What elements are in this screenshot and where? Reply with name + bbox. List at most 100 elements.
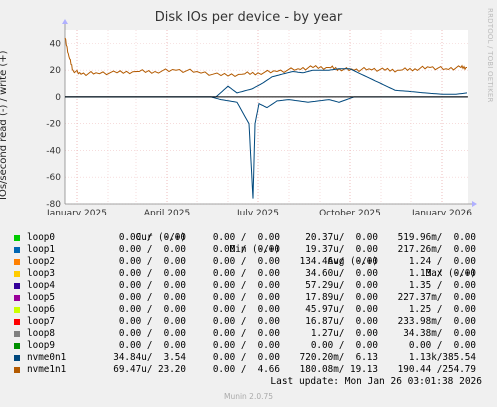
y-tick-label: -80: [46, 200, 61, 210]
legend-swatch: [14, 259, 20, 265]
legend-max: 519.96m/ 0.00: [397, 232, 476, 243]
x-axis-arrow: [472, 201, 477, 207]
legend-row-loop9: loop9 0.00 / 0.00 0.00 / 0.00 0.00 / 0.00 0.…: [0, 340, 497, 352]
y-tick-label: 0: [55, 93, 61, 103]
series-line-nvme0n1-read: [65, 96, 467, 199]
plot-area: [65, 30, 468, 204]
legend-swatch: [14, 343, 20, 349]
legend-min: 0.00 / 0.00: [212, 232, 280, 243]
legend-row-loop3: loop3 0.00 / 0.00 0.00 / 0.00 34.60u/ 0.00 1…: [0, 268, 497, 280]
legend-rows: loop0 0.00 / 0.00 0.00 / 0.00 20.37u/ 0.00 5…: [0, 232, 497, 376]
legend-name: loop5: [27, 292, 55, 303]
legend-name: nvme1n1: [27, 364, 67, 375]
last-update: Last update: Mon Jan 26 03:01:38 2026: [270, 376, 482, 387]
legend-cur: 0.00 / 0.00: [118, 268, 186, 279]
y-tick-label: -40: [46, 146, 61, 156]
legend-name: loop3: [27, 268, 55, 279]
legend-max: 233.98m/ 0.00: [397, 316, 476, 327]
legend-cur: 0.00 / 0.00: [118, 328, 186, 339]
legend-header-cur: Cur (-/+): [135, 232, 186, 243]
legend-name: loop1: [27, 244, 55, 255]
series-line-nvme0n1: [65, 68, 468, 98]
legend-cur: 34.84u/ 3.54: [113, 352, 186, 363]
legend-swatch: [14, 367, 20, 373]
legend-avg: 20.37u/ 0.00: [305, 232, 378, 243]
legend-name: nvme0n1: [27, 352, 67, 363]
legend-row-nvme0n1: nvme0n1 34.84u/ 3.54 0.00 / 0.00 720.20m/ 6…: [0, 352, 497, 364]
rrdtool-brand: RRDTOOL / TOBI OETIKER: [486, 8, 494, 103]
x-tick-label: July 2025: [236, 209, 279, 215]
series-line-nvme1n1: [64, 37, 467, 77]
legend-cur: 0.00 / 0.00: [118, 292, 186, 303]
legend-cur: 0.00 / 0.00: [118, 244, 186, 255]
legend-avg: 16.87u/ 0.00: [305, 316, 378, 327]
legend-header-avg: Avg (-/+): [327, 256, 378, 267]
legend-row-loop2: loop2 0.00 / 0.00 0.00 / 0.00 134.46u/ 0.00…: [0, 256, 497, 268]
legend-max: 1.24 / 0.00: [408, 256, 476, 267]
legend-max: 34.38m/ 0.00: [403, 328, 476, 339]
legend-name: loop4: [27, 280, 55, 291]
y-tick-label: 20: [50, 66, 62, 76]
legend-min: 0.00 / 0.00: [212, 268, 280, 279]
legend-row-loop4: loop4 0.00 / 0.00 0.00 / 0.00 57.29u/ 0.00 1…: [0, 280, 497, 292]
legend-cur: 0.00 / 0.00: [118, 232, 186, 243]
legend-avg: 57.29u/ 0.00: [305, 280, 378, 291]
legend-min: 0.00 / 0.00: [212, 316, 280, 327]
legend-row-nvme1n1: nvme1n1 69.47u/ 23.20 0.00 / 4.66 180.08m/ …: [0, 364, 497, 376]
legend-min: 0.00 / 0.00: [212, 256, 280, 267]
legend-min: 0.00 / 0.00: [212, 280, 280, 291]
legend-min: 0.00 / 4.66: [212, 364, 280, 375]
legend-min: 0.00 / 0.00: [212, 292, 280, 303]
legend-cur: 0.00 / 0.00: [118, 316, 186, 327]
legend-name: loop8: [27, 328, 55, 339]
legend-max: 1.35 / 0.00: [408, 280, 476, 291]
legend-name: loop2: [27, 256, 55, 267]
legend-swatch: [14, 295, 20, 301]
legend-row-loop6: loop6 0.00 / 0.00 0.00 / 0.00 45.97u/ 0.00 1…: [0, 304, 497, 316]
chart-title: Disk IOs per device - by year: [154, 10, 343, 25]
legend-avg: 45.97u/ 0.00: [305, 304, 378, 315]
legend-name: loop7: [27, 316, 55, 327]
legend-swatch: [14, 247, 20, 253]
legend-min: 0.00 / 0.00: [212, 352, 280, 363]
legend-avg: 180.08m/ 19.13: [299, 364, 378, 375]
legend: Cur (-/+) Min (-/+) Avg (-/+) Max (-/+) …: [0, 220, 497, 376]
legend-swatch: [14, 271, 20, 277]
legend-min: 0.00 / 0.00: [212, 304, 280, 315]
legend-cur: 69.47u/ 23.20: [113, 364, 186, 375]
x-tick-label: January 2025: [46, 209, 107, 215]
legend-avg: 1.27u/ 0.00: [310, 328, 378, 339]
x-tick-label: January 2026: [411, 209, 472, 215]
y-tick-label: 40: [50, 39, 62, 49]
legend-max: 1.13 / 0.00: [408, 268, 476, 279]
legend-name: loop6: [27, 304, 55, 315]
legend-avg: 19.37u/ 0.00: [305, 244, 378, 255]
legend-min: 0.00 / 0.00: [212, 328, 280, 339]
legend-swatch: [14, 307, 20, 313]
series: [64, 37, 468, 199]
legend-max: 1.25 / 0.00: [408, 304, 476, 315]
legend-swatch: [14, 331, 20, 337]
legend-cur: 0.00 / 0.00: [118, 256, 186, 267]
legend-row-loop1: loop1 0.00 / 0.00 0.00 / 0.00 19.37u/ 0.00 2…: [0, 244, 497, 256]
legend-cur: 0.00 / 0.00: [118, 340, 186, 351]
legend-max: 217.26m/ 0.00: [397, 244, 476, 255]
footer-version: Munin 2.0.75: [223, 392, 274, 401]
legend-min: 0.00 / 0.00: [212, 340, 280, 351]
legend-max: 227.37m/ 0.00: [397, 292, 476, 303]
legend-name: loop0: [27, 232, 55, 243]
legend-header-min: Min (-/+): [229, 244, 280, 255]
legend-swatch: [14, 235, 20, 241]
legend-swatch: [14, 283, 20, 289]
legend-cur: 0.00 / 0.00: [118, 280, 186, 291]
y-tick-label: -20: [46, 120, 61, 130]
legend-swatch: [14, 319, 20, 325]
legend-min: 0.00 / 0.00: [212, 244, 280, 255]
legend-max: 1.13k/385.54: [408, 352, 476, 363]
legend-avg: 720.20m/ 6.13: [299, 352, 378, 363]
legend-header: Cur (-/+) Min (-/+) Avg (-/+) Max (-/+): [0, 220, 497, 279]
legend-max: 0.00 / 0.00: [408, 340, 476, 351]
legend-swatch: [14, 355, 20, 361]
